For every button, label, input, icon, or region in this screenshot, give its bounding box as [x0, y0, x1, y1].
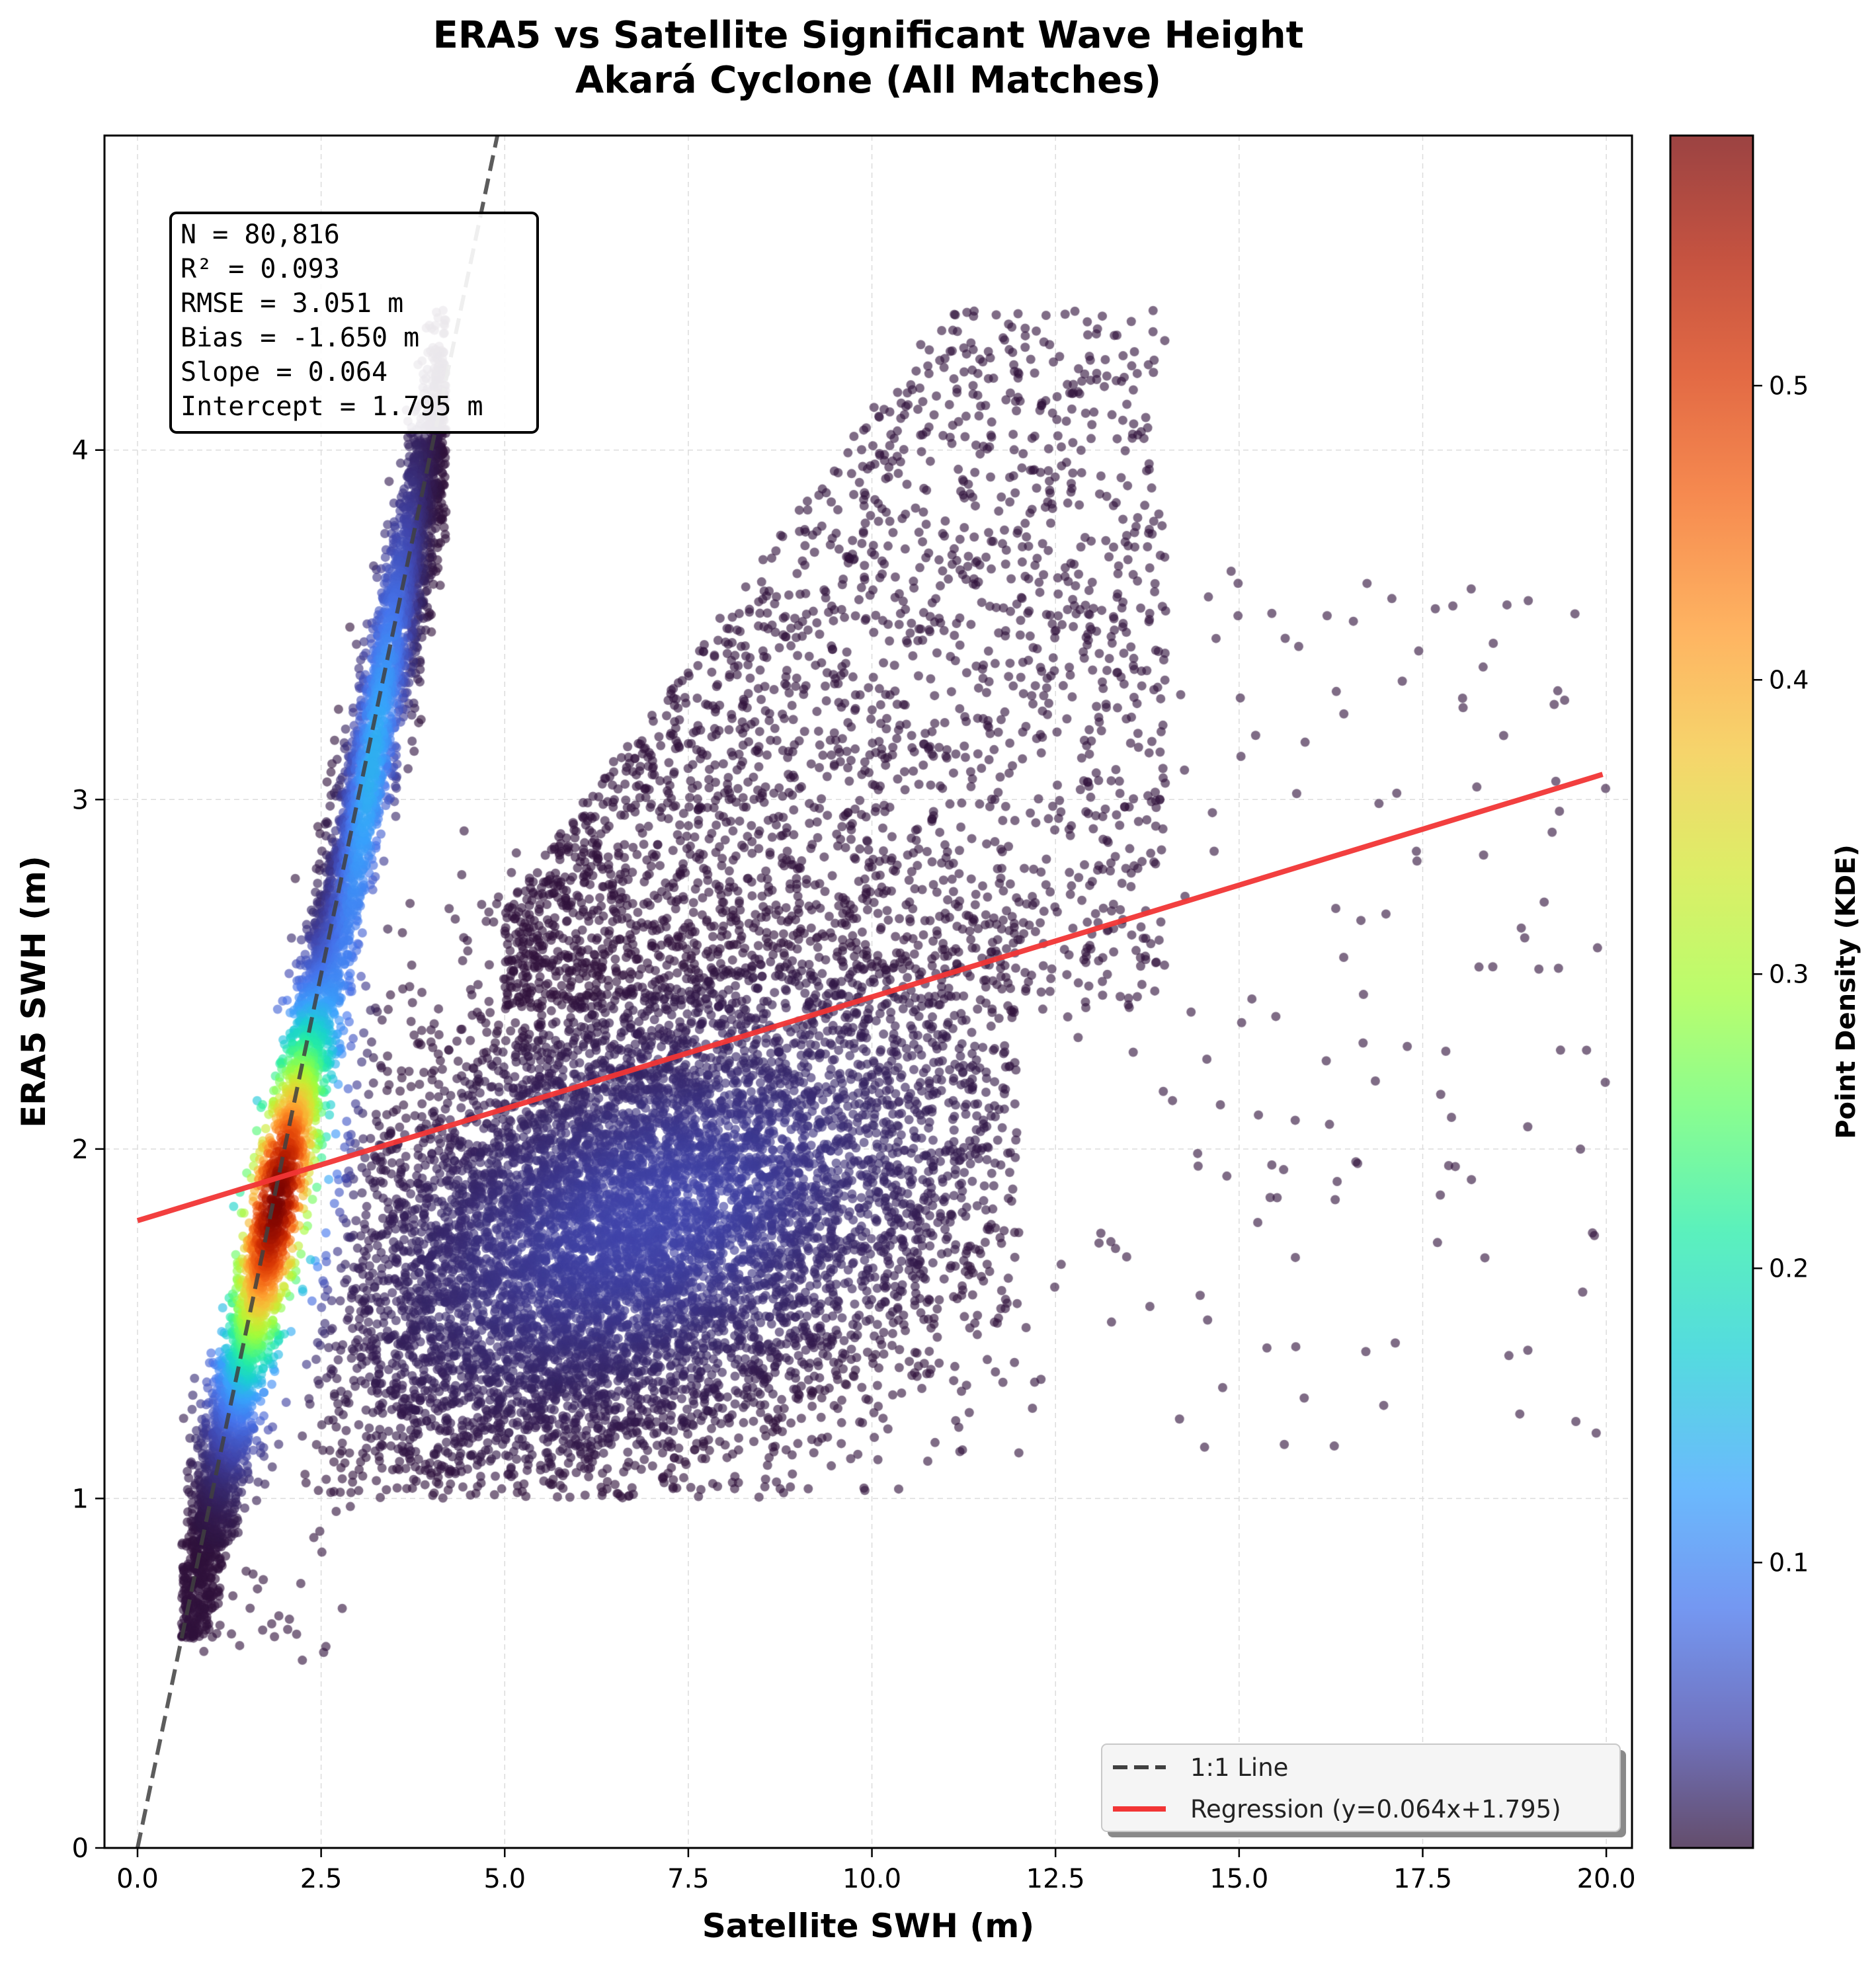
stats-line-bias: Bias = -1.650 m	[181, 323, 419, 353]
x-tick-label-2: 5.0	[483, 1864, 526, 1894]
x-tick-label-1: 2.5	[300, 1864, 343, 1894]
x-tick-label-4: 10.0	[842, 1864, 901, 1894]
legend-entry-regression: Regression (y=0.064x+1.795)	[1190, 1795, 1561, 1823]
legend: 1:1 Line Regression (y=0.064x+1.795)	[1101, 1743, 1626, 1837]
stats-box-frame	[169, 212, 539, 434]
x-tick-label-3: 7.5	[667, 1864, 710, 1894]
y-tick-label-0: 0	[72, 1833, 89, 1864]
stats-line-slope: Slope = 0.064	[181, 357, 387, 387]
colorbar-label: Point Density (KDE)	[1831, 844, 1861, 1139]
y-tick-label-4: 4	[72, 436, 89, 466]
y-tick-label-1: 1	[72, 1484, 89, 1514]
colorbar-gradient	[1670, 136, 1753, 1848]
y-axis-label: ERA5 SWH (m)	[15, 856, 53, 1128]
x-axis-label: Satellite SWH (m)	[702, 1907, 1034, 1945]
x-tick-label-0: 0.0	[116, 1864, 159, 1894]
stats-line-n: N = 80,816	[181, 220, 340, 250]
colorbar: 0.1 0.2 0.3 0.4 0.5 Point Density (KDE)	[1669, 134, 1861, 1849]
stats-line-intercept: Intercept = 1.795 m	[181, 391, 483, 422]
series-line-regression	[136, 772, 1604, 1224]
x-tick-label-8: 20.0	[1577, 1864, 1636, 1894]
y-tick-label-3: 3	[72, 785, 89, 815]
colorbar-frame	[1669, 134, 1754, 1849]
colorbar-tick-label-2: 0.3	[1769, 959, 1809, 988]
x-axis: 0.0 2.5 5.0 7.5 10.0 12.5 15.0 17.5 20.0	[116, 1848, 1636, 1894]
stats-box: N = 80,816 R² = 0.093 RMSE = 3.051 m Bia…	[169, 212, 539, 434]
colorbar-ticks: 0.1 0.2 0.3 0.4 0.5	[1753, 371, 1809, 1577]
colorbar-tick-label-1: 0.2	[1769, 1254, 1809, 1283]
x-tick-label-7: 17.5	[1393, 1864, 1452, 1894]
y-axis: 0 1 2 3 4	[72, 436, 104, 1864]
plot-frame	[103, 134, 1633, 1849]
legend-frame	[1101, 1743, 1621, 1832]
colorbar-tick-label-3: 0.4	[1769, 665, 1809, 694]
stats-line-rmse: RMSE = 3.051 m	[181, 288, 403, 319]
legend-entry-one-to-one: 1:1 Line	[1190, 1753, 1288, 1782]
stats-line-r2: R² = 0.093	[181, 254, 340, 284]
colorbar-tick-label-0: 0.1	[1769, 1548, 1809, 1577]
chart-title: ERA5 vs Satellite Significant Wave Heigh…	[433, 14, 1304, 57]
chart-subtitle: Akará Cyclone (All Matches)	[575, 59, 1161, 102]
y-tick-label-2: 2	[72, 1135, 89, 1165]
x-tick-label-6: 15.0	[1209, 1864, 1268, 1894]
x-tick-label-5: 12.5	[1026, 1864, 1085, 1894]
colorbar-tick-label-4: 0.5	[1769, 371, 1809, 400]
